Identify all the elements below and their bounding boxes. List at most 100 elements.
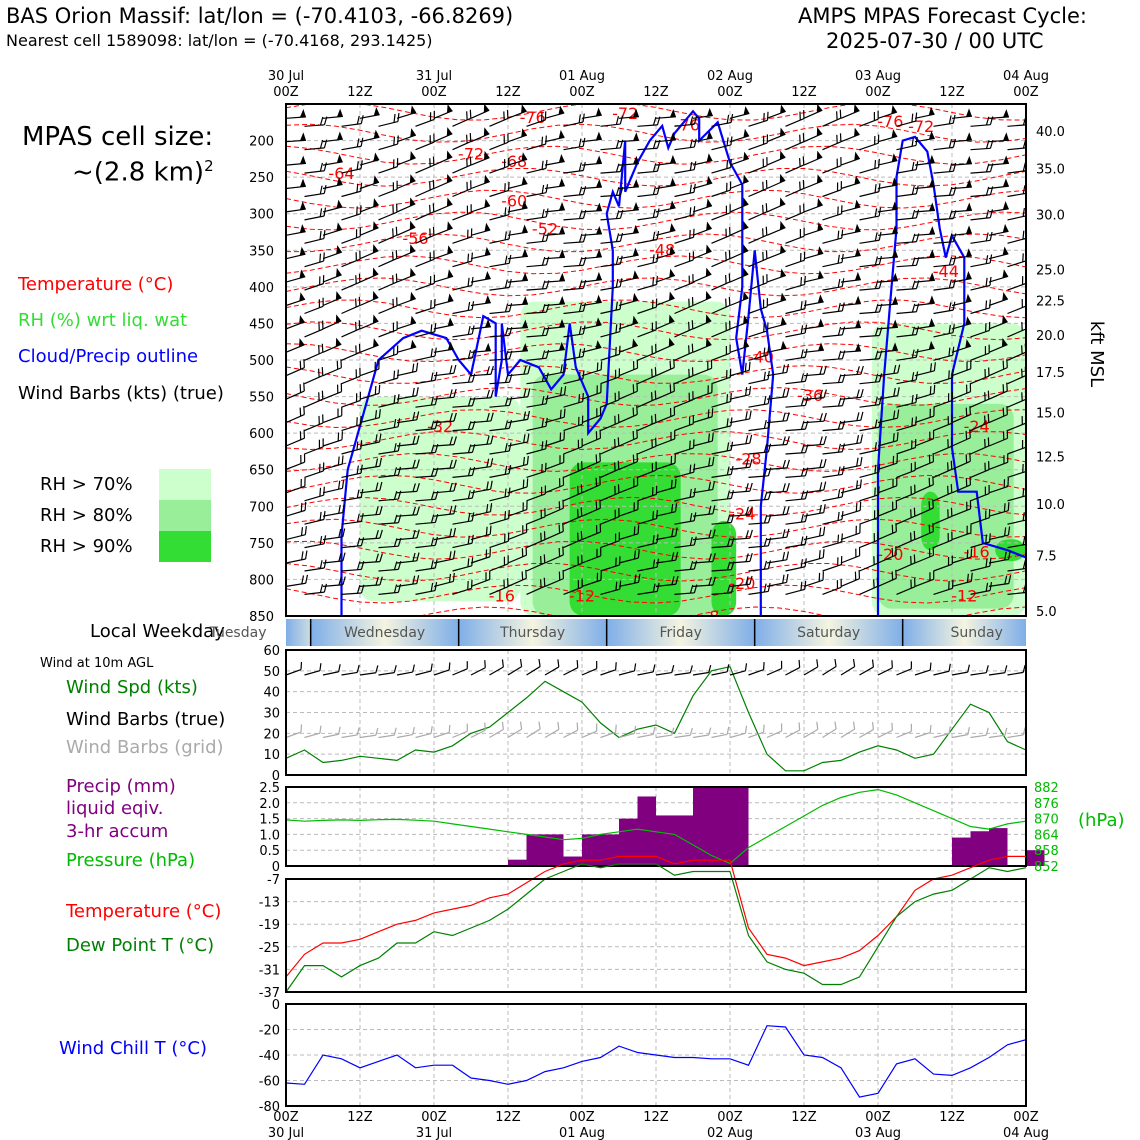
wind-barb xyxy=(674,487,696,502)
rh-region xyxy=(995,539,1026,562)
surface-wind-barb xyxy=(489,659,504,676)
wind-barb xyxy=(896,256,920,268)
surface-wind-barb xyxy=(692,727,712,739)
wind-chill-line xyxy=(285,1025,1027,1098)
wind-barb xyxy=(286,201,306,213)
wind-barb xyxy=(896,326,920,338)
wind-barb xyxy=(563,484,583,502)
precip-tick-label: 2.5 xyxy=(259,781,280,796)
wind-barb xyxy=(766,268,787,283)
wind-barb xyxy=(618,429,638,447)
kft-tick-label: 5.0 xyxy=(1036,605,1057,620)
temperature-contour xyxy=(286,453,1026,472)
wind-barb xyxy=(914,570,935,587)
wind-barb xyxy=(563,209,587,221)
wind-barb xyxy=(581,317,602,330)
wind-barb xyxy=(581,155,602,166)
wind-barb xyxy=(785,251,806,268)
wind-barb xyxy=(433,317,454,330)
wind-barb xyxy=(859,373,883,385)
precip-bar xyxy=(600,834,619,866)
cloud-outline xyxy=(876,135,1026,616)
pressure-tick-label: 450 xyxy=(249,317,274,332)
wind-barb xyxy=(544,499,564,517)
weekday-band xyxy=(458,619,607,646)
wind-barb xyxy=(359,244,379,260)
wind-barb xyxy=(563,530,583,549)
surface-wind-barb xyxy=(785,722,801,739)
wind-barb xyxy=(896,371,919,385)
wind-barb xyxy=(692,505,716,517)
wind-barb xyxy=(951,360,972,377)
wind-barb xyxy=(359,314,379,330)
surface-wind-barb xyxy=(359,727,379,739)
wind-barb xyxy=(914,362,936,377)
temperature-contour xyxy=(286,409,1026,429)
wind-barb xyxy=(822,578,842,595)
wind-barb xyxy=(378,369,399,385)
wind-barb xyxy=(674,274,694,291)
temperature-label: -16 xyxy=(964,543,990,562)
wind-barb xyxy=(674,512,697,525)
wind-barb xyxy=(637,582,660,595)
wind-barb xyxy=(803,294,824,307)
wind-barb xyxy=(452,489,475,502)
wind-barb xyxy=(452,276,474,291)
wind-barb xyxy=(655,551,679,564)
surface-wind-barb xyxy=(618,663,637,676)
wind-barb xyxy=(396,483,420,494)
wind-barb xyxy=(563,578,583,595)
wind-barb xyxy=(378,583,402,595)
wind-barb xyxy=(896,439,917,455)
wind-barb xyxy=(322,576,346,587)
wind-barb xyxy=(396,575,420,587)
wind-barb xyxy=(452,228,473,244)
wind-barb xyxy=(341,488,364,502)
wind-barb xyxy=(933,233,957,244)
wind-barb xyxy=(840,271,861,283)
wind-barb xyxy=(1007,390,1026,408)
wind-barb xyxy=(489,181,510,198)
wind-barb xyxy=(933,210,957,221)
wind-barb xyxy=(322,359,342,377)
wind-barb xyxy=(304,390,324,408)
wind-barb xyxy=(674,536,697,549)
wind-barb xyxy=(988,132,1009,143)
wind-barb xyxy=(914,407,935,424)
temperature-contour xyxy=(286,123,1026,143)
wind-barb xyxy=(286,292,306,307)
surface-wind-barb xyxy=(359,665,379,676)
wind-barb xyxy=(674,560,698,572)
wind-barb xyxy=(600,209,624,221)
wind-barb xyxy=(748,443,772,455)
precip-legend-sub1: liquid eqiv. xyxy=(66,798,164,819)
wind-barb xyxy=(452,579,473,595)
wind-barb xyxy=(396,291,416,307)
wind-barb xyxy=(840,247,861,260)
wind-barb xyxy=(581,523,602,541)
wind-barb xyxy=(674,138,697,151)
pressure-tick-label: 858 xyxy=(1034,844,1059,859)
wind-barb xyxy=(544,431,565,447)
wind-barb xyxy=(840,570,861,587)
wind-barb xyxy=(470,246,491,260)
surface-wind-barb xyxy=(526,658,541,676)
precip-bar xyxy=(563,856,582,866)
wind-barb xyxy=(526,184,549,198)
wind-speed-tick-label: 40 xyxy=(263,686,280,701)
wind-barb xyxy=(785,110,805,127)
temperature-contour xyxy=(286,606,1026,616)
surface-wind-barb xyxy=(396,726,415,739)
wind-barb xyxy=(988,477,1009,494)
wind-barb xyxy=(877,129,898,143)
date-tick-label-top: 03 Aug xyxy=(855,69,901,84)
temperature-label: -36 xyxy=(797,386,823,405)
wind-barb xyxy=(433,221,453,236)
wind-barb xyxy=(470,503,493,517)
wind-barb xyxy=(896,530,916,549)
wind-barb xyxy=(507,365,531,377)
wind-barb xyxy=(877,153,898,166)
wind-barb xyxy=(618,453,639,470)
surface-wind-barb xyxy=(803,721,819,739)
wind-barb xyxy=(507,200,528,213)
